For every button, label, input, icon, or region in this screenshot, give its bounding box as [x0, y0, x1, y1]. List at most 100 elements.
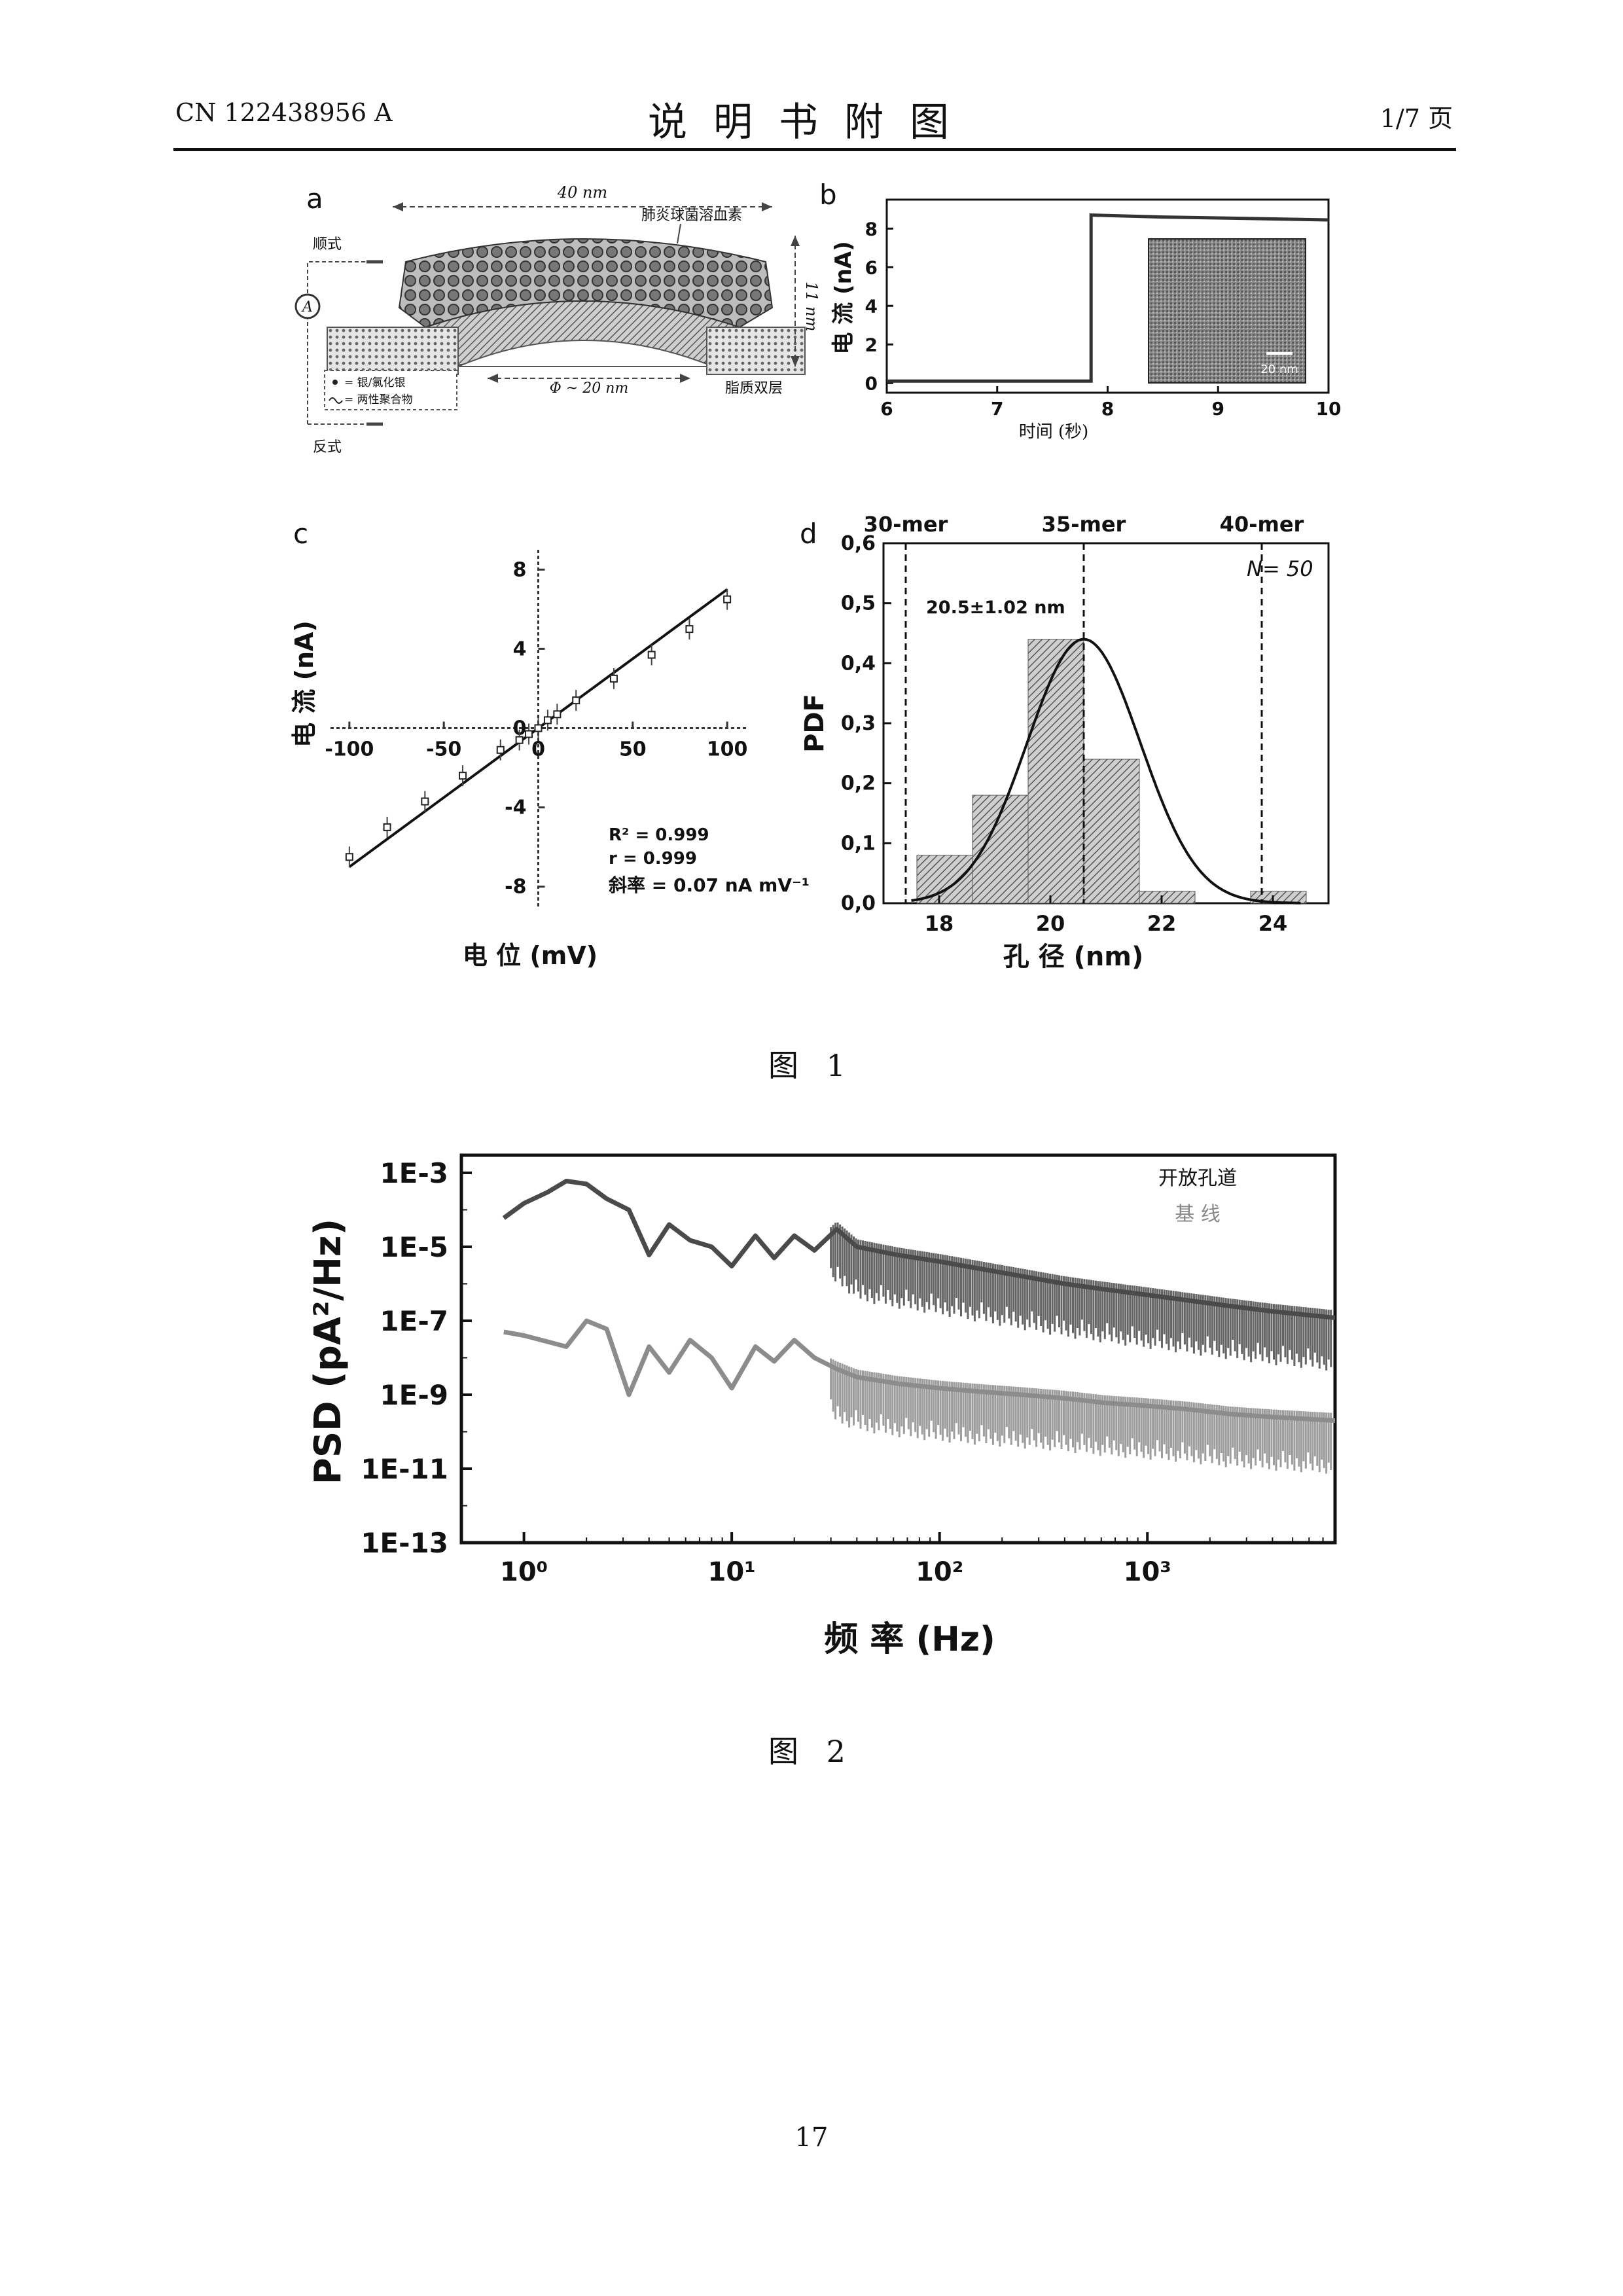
psd-ytick-label: 1E-5 [380, 1231, 448, 1263]
panel-b-xlabel: 时间 (秒) [1019, 422, 1089, 442]
panel-c: c -100-50050100840-4-8 R² = 0.999 r = 0.… [290, 518, 810, 970]
psd-ylabel: PSD (pA²/Hz) [307, 1219, 349, 1484]
page-number: 17 [0, 2123, 1623, 2153]
panel-b-xtick-label: 8 [1101, 398, 1114, 420]
ammeter-label: A [301, 299, 313, 315]
panel-d-ytick-label: 0,0 [841, 892, 876, 915]
panel-b-label: b [819, 179, 837, 211]
psd-xtick-label: 10² [916, 1557, 963, 1587]
trans-label: 反式 [313, 439, 342, 456]
panel-b-ytick-label: 0 [865, 372, 878, 394]
panel-c-point [526, 731, 532, 738]
figure-1-caption: 图 1 [0, 1042, 1623, 1085]
psd-xtick-label: 10⁰ [500, 1557, 548, 1587]
panel-d-n: N= 50 [1247, 556, 1313, 581]
panel-c-xtick-label: 50 [619, 738, 647, 761]
panel-c-slope: 斜率 = 0.07 nA mV⁻¹ [609, 874, 810, 896]
panel-c-point [573, 697, 579, 704]
width-label: 40 nm [557, 183, 607, 202]
panel-b-xtick-label: 10 [1316, 398, 1342, 420]
panel-d-bar [1084, 759, 1139, 903]
inset-scale-label: 20 nm [1260, 363, 1298, 376]
panel-b-ytick-label: 4 [865, 295, 878, 317]
panel-b-xtick-label: 6 [880, 398, 893, 420]
panel-d-ytick-label: 0,6 [841, 532, 876, 555]
psd-series-noise [831, 1359, 1331, 1474]
panel-b-xtick-label: 9 [1212, 398, 1224, 420]
panel-c-point [611, 675, 617, 682]
pore-diameter-label: Φ ~ 20 nm [550, 380, 628, 397]
panel-c-point [724, 596, 730, 603]
protein-label: 肺炎球菌溶血素 [641, 207, 742, 224]
panel-d-annotation: 20.5±1.02 nm [926, 598, 1065, 618]
panel-d-ytick-label: 0,3 [841, 712, 876, 735]
panel-d-ylabel: PDF [800, 694, 830, 753]
panel-d-bar [1028, 639, 1084, 903]
panel-c-xtick-label: 100 [707, 738, 748, 761]
panel-b-ylabel: 电 流 (nA) [830, 241, 857, 354]
psd-xtick-label: 10¹ [708, 1557, 756, 1587]
panel-d-bar [917, 855, 972, 903]
panel-a-label: a [306, 183, 323, 215]
panel-d-bar [1139, 891, 1195, 903]
panel-c-point [497, 747, 504, 753]
panel-c-ytick-label: -8 [505, 876, 526, 899]
membrane-label: 脂质双层 [725, 380, 783, 397]
panel-d-ytick-label: 0,2 [841, 772, 876, 795]
panel-d-xtick-label: 24 [1258, 911, 1288, 936]
panel-a: a 40 nm 肺炎球菌溶血素 11 nm Φ ~ 20 nm 脂质双层 A 顺… [296, 183, 821, 456]
panel-c-point [459, 772, 466, 779]
membrane-right [707, 327, 805, 374]
panel-c-xtick-label: -100 [325, 738, 374, 761]
psd-ytick-label: 1E-9 [380, 1379, 448, 1411]
panel-c-r: r = 0.999 [609, 849, 697, 869]
legend-polymer: = 两性聚合物 [344, 393, 413, 406]
cis-label: 顺式 [313, 236, 342, 253]
legend-electrode: = 银/氯化银 [344, 376, 405, 389]
panel-b-ytick-label: 8 [865, 218, 878, 240]
panel-c-xtick-label: 0 [531, 738, 545, 761]
panel-d-xtick-label: 20 [1036, 911, 1065, 936]
panel-c-point [554, 711, 560, 717]
panel-c-ytick-label: 4 [513, 637, 527, 660]
panel-c-point [516, 737, 523, 744]
panel-c-point [346, 853, 353, 860]
panel-b-ytick-label: 6 [865, 257, 878, 278]
panel-c-point [544, 717, 551, 723]
psd-ytick-label: 1E-13 [361, 1527, 448, 1559]
panel-c-point [686, 626, 692, 632]
psd-legend-baseline: 基 线 [1175, 1203, 1221, 1226]
panel-d-reference-label: 35-mer [1042, 512, 1126, 537]
panel-c-r2: R² = 0.999 [609, 825, 709, 845]
panel-c-ylabel: 电 流 (nA) [290, 620, 319, 747]
figure-2-psd: 10⁰10¹10²10³1E-31E-51E-71E-91E-111E-13 开… [307, 1155, 1335, 1659]
panel-c-xlabel: 电 位 (mV) [463, 941, 597, 970]
panel-d-ytick-label: 0,5 [841, 592, 876, 615]
tem-inset-image [1149, 239, 1306, 383]
membrane-left [327, 327, 458, 374]
psd-ytick-label: 1E-7 [380, 1305, 448, 1337]
psd-legend-open-pore: 开放孔道 [1158, 1167, 1237, 1190]
panel-c-ytick-label: -4 [505, 797, 526, 819]
panel-c-ytick-label: 8 [513, 558, 527, 581]
panel-d: d 30-mer35-mer40-mer 182022240,00,10,20,… [800, 512, 1329, 972]
panel-d-reference-label: 30-mer [864, 512, 948, 537]
psd-xlabel: 频 率 (Hz) [824, 1620, 995, 1659]
panel-d-xtick-label: 22 [1147, 911, 1177, 936]
panel-b: b 6 7 8 9 10 0 2 4 6 8 20 nm 时间 (秒) 电 流 (nA) [819, 179, 1341, 442]
panel-c-point [649, 651, 655, 658]
panel-d-ytick-label: 0,4 [841, 652, 876, 675]
panel-b-xtick-label: 7 [991, 398, 1003, 420]
psd-series-noise [831, 1223, 1331, 1371]
panel-d-ytick-label: 0,1 [841, 832, 876, 855]
figure-2-caption: 图 2 [0, 1728, 1623, 1771]
panel-b-ytick-label: 2 [865, 334, 878, 355]
panel-c-label: c [293, 518, 308, 550]
panel-c-point [384, 824, 391, 831]
psd-ytick-label: 1E-11 [361, 1453, 448, 1485]
panel-d-xtick-label: 18 [925, 911, 954, 936]
panel-c-point [421, 798, 428, 805]
panel-d-reference-label: 40-mer [1220, 512, 1304, 537]
height-label: 11 nm [802, 281, 821, 331]
